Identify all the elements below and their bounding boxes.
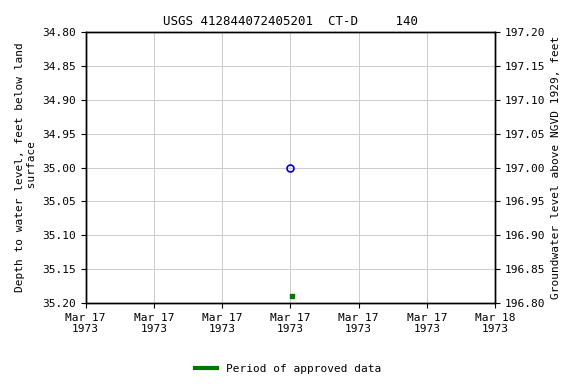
Y-axis label: Depth to water level, feet below land
 surface: Depth to water level, feet below land su… [15,43,37,292]
Y-axis label: Groundwater level above NGVD 1929, feet: Groundwater level above NGVD 1929, feet [551,36,561,299]
Legend: Period of approved data: Period of approved data [191,359,385,379]
Title: USGS 412844072405201  CT-D     140: USGS 412844072405201 CT-D 140 [163,15,418,28]
